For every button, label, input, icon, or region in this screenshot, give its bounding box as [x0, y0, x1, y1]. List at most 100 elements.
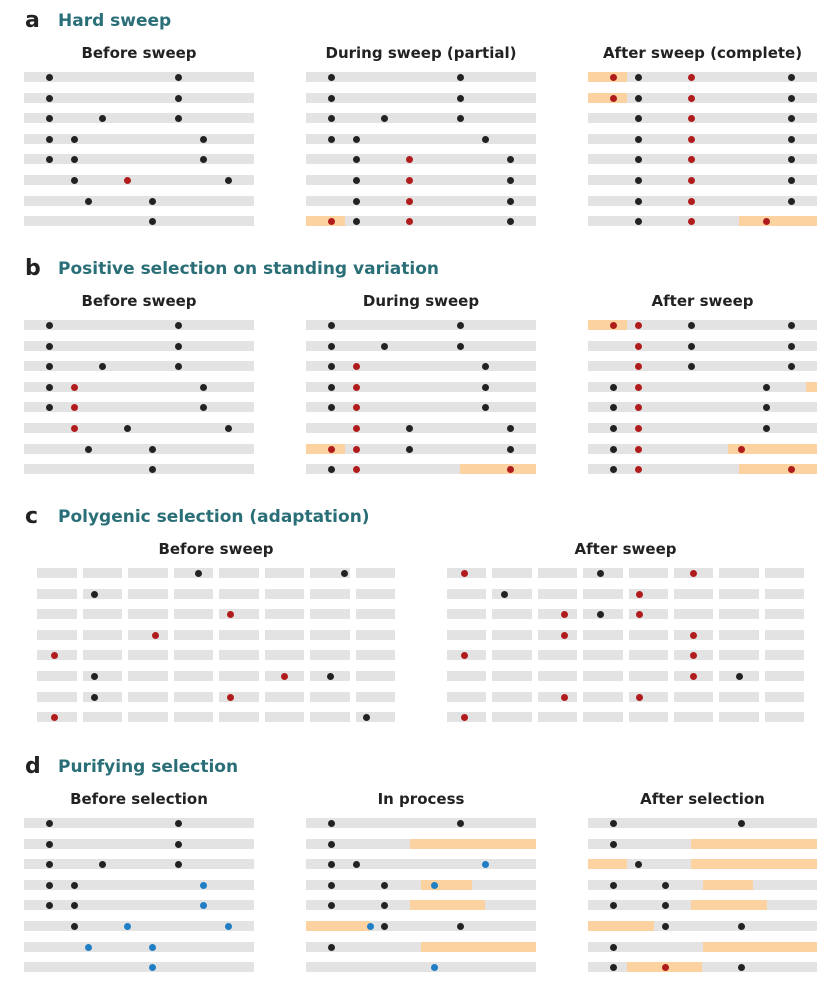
- neutral-allele-dot: [609, 383, 617, 391]
- chromosome-bar: [24, 464, 254, 474]
- haplotype-highlight: [588, 72, 627, 82]
- chromosome-segment: [219, 609, 259, 619]
- beneficial-allele-dot: [687, 135, 695, 143]
- haplotype-highlight: [739, 464, 817, 474]
- beneficial-allele-dot: [634, 445, 642, 453]
- neutral-allele-dot: [662, 922, 670, 930]
- chromosome-bar: [306, 216, 536, 226]
- chromosome-segment: [583, 650, 623, 660]
- chromosome-segment: [37, 589, 77, 599]
- beneficial-allele-dot: [327, 445, 335, 453]
- beneficial-allele-dot: [689, 651, 697, 659]
- beneficial-allele-dot: [353, 403, 361, 411]
- beneficial-allele-dot: [71, 383, 79, 391]
- neutral-allele-dot: [507, 155, 515, 163]
- neutral-allele-dot: [456, 922, 464, 930]
- chromosome-segment: [492, 712, 532, 722]
- haplotype-highlight: [421, 880, 472, 890]
- neutral-allele-dot: [327, 403, 335, 411]
- neutral-allele-dot: [481, 135, 489, 143]
- deleterious-allele-dot: [149, 963, 157, 971]
- chromosome-bar: [306, 320, 536, 330]
- chromosome-segment: [628, 650, 668, 660]
- chromosome-bar: [24, 216, 254, 226]
- chromosome-segment: [355, 609, 395, 619]
- neutral-allele-dot: [609, 445, 617, 453]
- deleterious-allele-dot: [124, 922, 131, 930]
- panel-title: After sweep (complete): [602, 44, 803, 62]
- neutral-allele-dot: [327, 383, 335, 391]
- neutral-allele-dot: [362, 713, 370, 721]
- chromosome-bar: [24, 93, 254, 103]
- neutral-allele-dot: [456, 114, 464, 122]
- chromosome-bar: [588, 464, 817, 474]
- section-letter: d: [25, 754, 41, 779]
- haplotype-highlight: [588, 320, 627, 330]
- beneficial-allele-dot: [737, 445, 745, 453]
- section-letter: c: [25, 504, 39, 529]
- section-title: Polygenic selection (adaptation): [58, 507, 370, 527]
- beneficial-allele-dot: [687, 197, 695, 205]
- beneficial-allele-dot: [353, 465, 361, 473]
- neutral-allele-dot: [98, 362, 106, 370]
- beneficial-allele-dot: [689, 631, 697, 639]
- neutral-allele-dot: [737, 819, 745, 827]
- beneficial-allele-dot: [636, 590, 644, 598]
- chromosome-segment: [37, 568, 77, 578]
- chromosome-segment: [719, 692, 759, 702]
- chromosome-segment: [355, 650, 395, 660]
- beneficial-allele-dot: [609, 321, 617, 329]
- chromosome-segment: [37, 692, 77, 702]
- neutral-allele-dot: [71, 922, 79, 930]
- chromosome-segment: [764, 609, 804, 619]
- chromosome-bar: [588, 72, 817, 82]
- deleterious-allele-dot: [84, 943, 92, 951]
- chromosome-bar: [588, 216, 817, 226]
- beneficial-allele-dot: [353, 362, 361, 370]
- neutral-allele-dot: [225, 176, 233, 184]
- neutral-allele-dot: [174, 342, 182, 350]
- chromosome-bar: [588, 113, 817, 123]
- chromosome-bar: [24, 154, 254, 164]
- chromosome-segment: [173, 650, 213, 660]
- panel-title: After sweep: [574, 540, 677, 558]
- neutral-allele-dot: [124, 424, 131, 432]
- chromosome-bar: [588, 154, 817, 164]
- chromosome-bar: [588, 382, 817, 392]
- chromosome-bar: [306, 921, 536, 931]
- neutral-allele-dot: [71, 155, 79, 163]
- deleterious-allele-dot: [149, 943, 157, 951]
- neutral-allele-dot: [199, 403, 207, 411]
- haplotype-highlight: [691, 839, 817, 849]
- haplotype-highlight: [409, 839, 536, 849]
- chromosome-bar: [24, 444, 254, 454]
- chromosome-bar: [588, 818, 817, 828]
- chromosome-bar: [24, 72, 254, 82]
- neutral-allele-dot: [45, 155, 53, 163]
- beneficial-allele-dot: [124, 176, 131, 184]
- chromosome-segment: [492, 568, 532, 578]
- chromosome-segment: [264, 650, 304, 660]
- beneficial-allele-dot: [634, 321, 642, 329]
- chromosome-bar: [306, 818, 536, 828]
- chromosome-segment: [764, 630, 804, 640]
- neutral-allele-dot: [353, 217, 361, 225]
- beneficial-allele-dot: [353, 383, 361, 391]
- chromosome-segment: [82, 671, 122, 681]
- chromosome-segment: [264, 609, 304, 619]
- chromosome-bar: [24, 921, 254, 931]
- beneficial-allele-dot: [634, 424, 642, 432]
- neutral-allele-dot: [45, 342, 53, 350]
- chromosome-segment: [173, 609, 213, 619]
- neutral-allele-dot: [763, 383, 771, 391]
- chromosome-segment: [673, 712, 714, 722]
- chromosome-bar: [588, 320, 817, 330]
- haplotype-highlight: [460, 464, 536, 474]
- chromosome-segment: [355, 692, 395, 702]
- beneficial-allele-dot: [406, 155, 413, 163]
- neutral-allele-dot: [634, 860, 642, 868]
- neutral-allele-dot: [149, 197, 157, 205]
- beneficial-allele-dot: [634, 383, 642, 391]
- chromosome-segment: [128, 671, 168, 681]
